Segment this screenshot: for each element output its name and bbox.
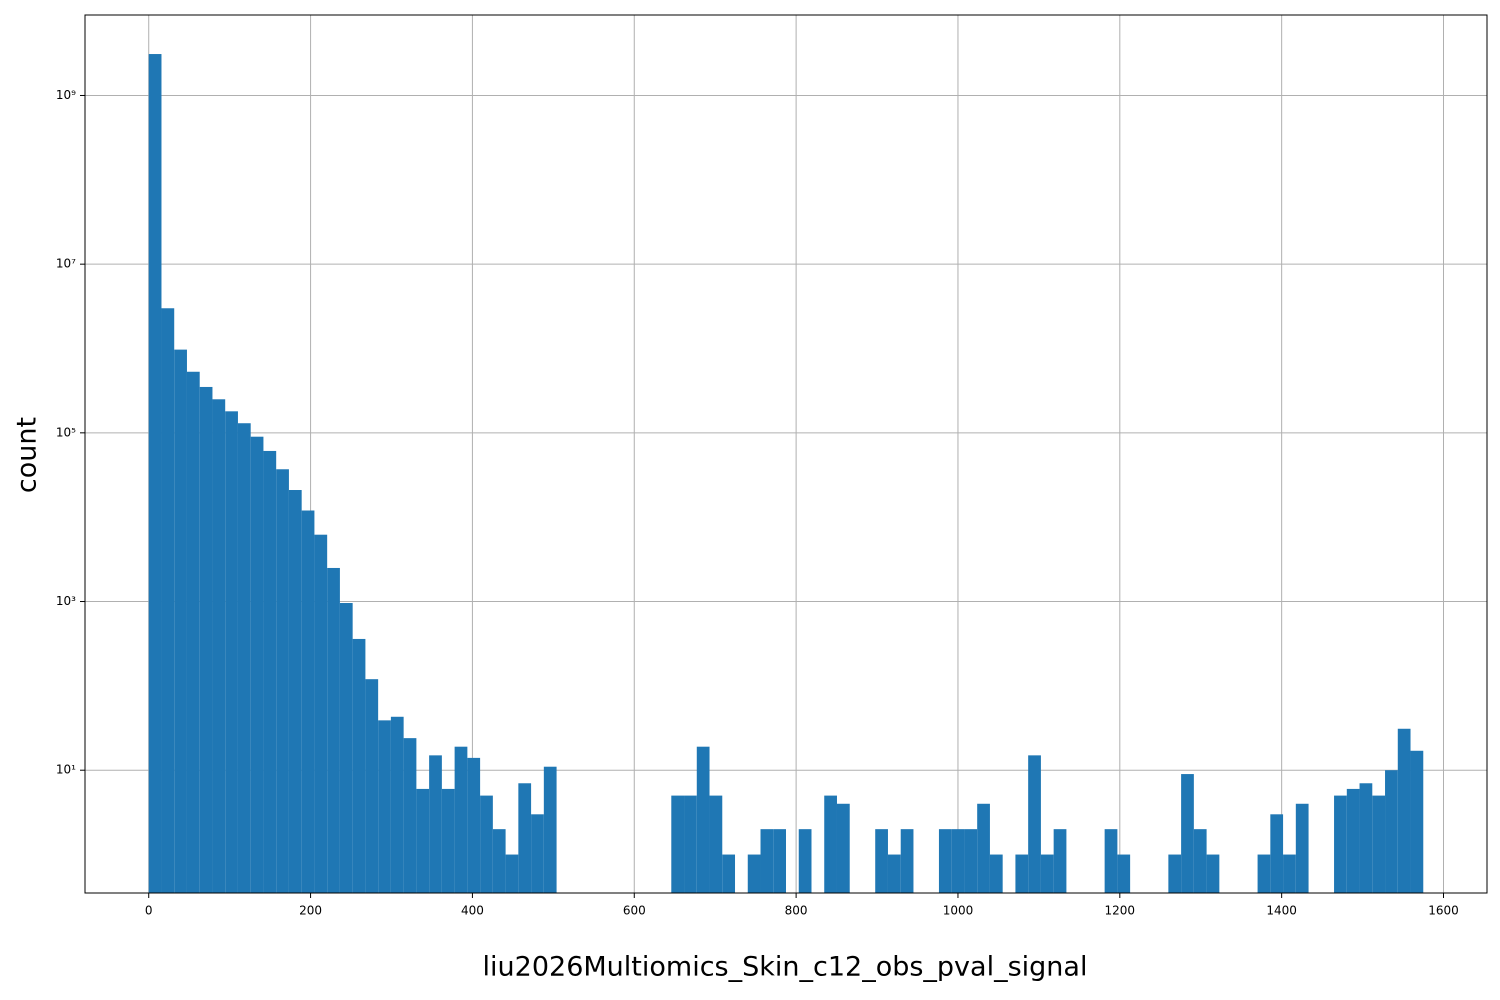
y-tick-label: 10⁷ <box>56 257 76 271</box>
bar <box>1385 770 1398 893</box>
bar <box>365 679 379 893</box>
bar <box>263 450 277 893</box>
y-tick-label: 10⁵ <box>56 425 76 439</box>
bar <box>1028 755 1041 893</box>
bar <box>798 829 812 893</box>
x-tick-label: 600 <box>623 904 646 918</box>
bar <box>237 423 251 893</box>
bar <box>887 854 901 893</box>
bar <box>722 854 736 893</box>
bar <box>212 399 226 893</box>
bar <box>1117 854 1131 893</box>
bar <box>1410 750 1424 893</box>
bar <box>747 854 761 893</box>
bar <box>760 829 774 893</box>
bar <box>1270 814 1284 893</box>
bar <box>1206 854 1220 893</box>
bar <box>709 795 723 893</box>
bar <box>1053 829 1067 893</box>
bar <box>989 854 1003 893</box>
bar <box>900 829 914 893</box>
bar <box>199 386 213 893</box>
bar <box>1397 728 1411 893</box>
bar <box>1295 803 1309 893</box>
x-tick-label: 1000 <box>943 904 974 918</box>
x-tick-label: 1600 <box>1428 904 1459 918</box>
bar <box>1040 854 1054 893</box>
bar <box>1015 854 1029 893</box>
bar <box>1257 854 1271 893</box>
bar <box>301 510 315 893</box>
bar <box>836 803 850 893</box>
bar <box>531 814 544 893</box>
bar <box>186 371 200 893</box>
x-tick-label: 0 <box>145 904 153 918</box>
bar <box>671 795 685 893</box>
bar <box>684 795 697 893</box>
bar <box>938 829 952 893</box>
bar <box>467 757 481 893</box>
bar <box>454 746 468 893</box>
bar <box>416 788 430 893</box>
plot-frame <box>84 14 1488 894</box>
bar <box>161 308 175 894</box>
y-axis-label: count <box>12 417 43 493</box>
bar <box>250 436 264 893</box>
bar <box>875 829 888 893</box>
bar <box>1104 829 1118 893</box>
bar <box>314 534 328 893</box>
bar <box>492 829 506 893</box>
bar <box>441 788 455 893</box>
bar <box>174 349 187 893</box>
bar <box>951 829 965 893</box>
bar <box>403 738 417 893</box>
bar <box>276 469 289 893</box>
bar <box>378 720 391 893</box>
bar <box>543 766 557 893</box>
bar <box>352 638 366 893</box>
bar <box>225 411 238 893</box>
bar <box>824 795 837 893</box>
bar <box>480 795 493 893</box>
bar <box>1193 829 1207 893</box>
bar <box>1334 795 1347 893</box>
bar <box>505 854 519 893</box>
bar <box>977 803 990 893</box>
bar <box>1168 854 1182 893</box>
bar <box>1359 783 1373 893</box>
bar <box>339 603 353 893</box>
bar <box>390 716 404 893</box>
x-axis-label: liu2026Multiomics_Skin_c12_obs_pval_sign… <box>483 952 1088 983</box>
bar <box>518 783 532 893</box>
y-tick-label: 10³ <box>56 594 76 608</box>
bar <box>288 490 302 893</box>
bar <box>148 54 162 894</box>
bar <box>773 829 786 893</box>
bar <box>327 567 340 893</box>
bar <box>429 755 442 893</box>
x-tick-label: 400 <box>461 904 484 918</box>
bar <box>1283 854 1296 893</box>
y-tick-label: 10⁹ <box>56 88 76 102</box>
x-tick-label: 800 <box>785 904 808 918</box>
bar <box>1346 788 1360 893</box>
bar <box>1372 795 1386 893</box>
x-tick-label: 200 <box>299 904 322 918</box>
y-tick-label: 10¹ <box>56 763 76 777</box>
x-tick-label: 1400 <box>1266 904 1297 918</box>
bar <box>696 746 710 893</box>
bar <box>964 829 978 893</box>
x-tick-label: 1200 <box>1105 904 1136 918</box>
bar <box>1181 774 1194 893</box>
